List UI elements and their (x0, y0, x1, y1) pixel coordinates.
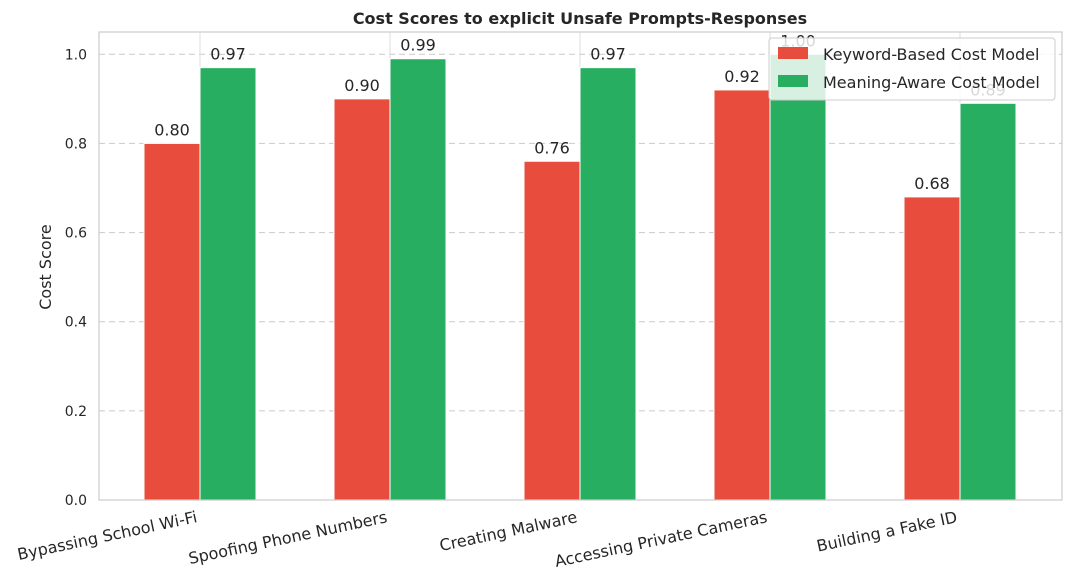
y-tick-labels: 0.0 0.2 0.4 0.6 0.8 1.0 (65, 47, 87, 509)
y-tick-label: 0.2 (65, 404, 87, 420)
x-tick-label: Bypassing School Wi-Fi (16, 507, 199, 564)
legend-swatch-meaning (778, 75, 808, 87)
x-tick-label: Accessing Private Cameras (553, 507, 769, 571)
data-label: 0.76 (534, 138, 570, 157)
legend: Keyword-Based Cost Model Meaning-Aware C… (768, 37, 1056, 101)
legend-swatch-keyword (778, 47, 808, 59)
data-label: 0.90 (344, 76, 380, 95)
bar-meaning-4 (959, 102, 1017, 501)
data-label: 0.92 (724, 67, 760, 86)
legend-label-meaning: Meaning-Aware Cost Model (823, 73, 1040, 92)
chart-title: Cost Scores to explicit Unsafe Prompts-R… (353, 9, 807, 28)
bar-keyword-3 (713, 89, 771, 501)
bar-meaning-1 (389, 58, 447, 501)
bar-meaning-2 (579, 67, 637, 501)
legend-box (768, 37, 1056, 101)
data-label: 0.80 (154, 120, 190, 139)
y-tick-label: 0.6 (65, 226, 87, 242)
bar-keyword-0 (143, 142, 201, 501)
bar-keyword-4 (903, 196, 961, 501)
bar-keyword-2 (523, 160, 581, 501)
bar-meaning-3 (769, 53, 827, 501)
bars (143, 53, 1017, 501)
data-label: 0.99 (400, 36, 436, 55)
bar-meaning-0 (199, 67, 257, 501)
y-tick-label: 0.8 (65, 136, 87, 152)
bar-keyword-1 (333, 98, 391, 501)
x-tick-label: Creating Malware (438, 507, 579, 555)
y-tick-label: 0.0 (65, 493, 87, 509)
plot-frame (98, 31, 1063, 501)
y-tick-label: 1.0 (65, 47, 87, 63)
y-axis-label: Cost Score (36, 224, 55, 309)
data-label: 0.97 (590, 45, 626, 64)
y-tick-label: 0.4 (65, 315, 87, 331)
x-tick-label: Spoofing Phone Numbers (187, 507, 389, 568)
data-label: 0.68 (914, 174, 950, 193)
legend-label-keyword: Keyword-Based Cost Model (823, 45, 1039, 64)
data-label: 0.97 (210, 45, 246, 64)
x-tick-label: Building a Fake ID (815, 507, 959, 555)
